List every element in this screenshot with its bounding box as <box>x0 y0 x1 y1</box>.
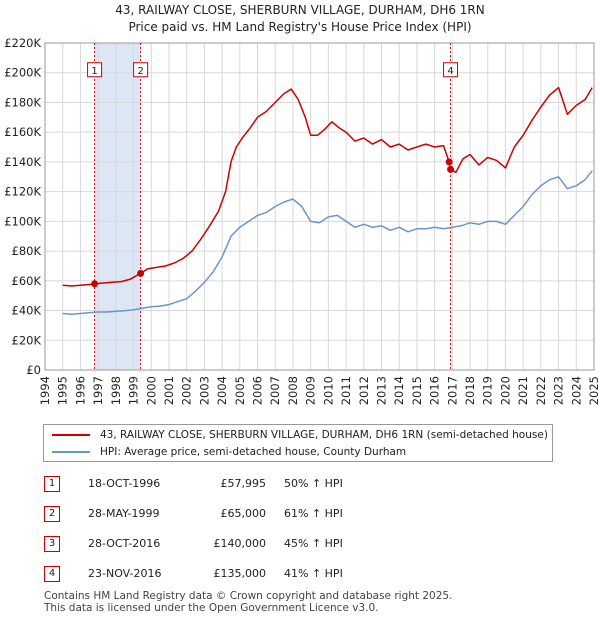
x-tick-label: 2001 <box>162 376 176 405</box>
transaction-number: 3 <box>44 536 60 552</box>
y-tick-label: £40K <box>12 304 42 318</box>
transaction-number: 1 <box>44 476 60 492</box>
x-tick-label: 2002 <box>180 376 194 405</box>
x-tick-label: 2017 <box>445 376 459 405</box>
x-tick-label: 2020 <box>498 376 512 405</box>
x-tick-label: 2016 <box>428 376 442 405</box>
legend-swatch-hpi <box>52 451 90 453</box>
x-tick-label: 2018 <box>463 376 477 405</box>
transaction-price: £135,000 <box>213 567 267 580</box>
x-tick-label: 2024 <box>569 376 583 405</box>
transaction-number: 2 <box>44 506 60 522</box>
y-tick-label: £100K <box>4 214 41 228</box>
chart-subtitle: Price paid vs. HM Land Registry's House … <box>128 20 472 34</box>
x-tick-label: 1998 <box>109 376 123 405</box>
x-tick-label: 2010 <box>321 376 335 405</box>
plot-border <box>44 42 595 371</box>
transaction-date: 18-OCT-1996 <box>88 477 161 490</box>
price-chart: £0 £20K £40K £60K £80K £100K £120K £140K £160K £1… <box>4 36 600 405</box>
x-tick-label: 2019 <box>481 376 495 405</box>
transaction-date: 28-MAY-1999 <box>88 507 160 520</box>
event-marker-box <box>133 62 149 78</box>
legend-label-property: 43, RAILWAY CLOSE, SHERBURN VILLAGE, DUR… <box>100 429 548 441</box>
transaction-number: 4 <box>44 566 60 582</box>
transaction-hpi: 61% ↑ HPI <box>284 507 343 520</box>
transaction-price: £57,995 <box>220 477 267 490</box>
x-tick-label: 2004 <box>215 376 229 405</box>
y-tick-label: £160K <box>4 125 41 139</box>
transaction-date: 23-NOV-2016 <box>88 567 162 580</box>
x-tick-label: 2015 <box>410 376 424 405</box>
transaction-hpi: 41% ↑ HPI <box>284 567 343 580</box>
y-tick-label: £0 <box>26 363 41 377</box>
sale-point <box>445 158 453 166</box>
hpi-line <box>62 170 593 316</box>
y-tick-label: £120K <box>4 185 41 199</box>
x-tick-label: 2021 <box>516 376 530 405</box>
sale-point <box>91 280 99 288</box>
transaction-hpi: 50% ↑ HPI <box>284 477 343 490</box>
footer-copyright: Contains HM Land Registry data © Crown c… <box>44 590 453 602</box>
event-marker-box <box>443 62 459 78</box>
x-tick-label: 1997 <box>91 376 105 405</box>
x-tick-label: 2014 <box>392 376 406 405</box>
y-tick-label: £220K <box>4 36 41 50</box>
sale-point <box>137 269 145 277</box>
x-tick-label: 2008 <box>286 376 300 405</box>
y-tick-label: £60K <box>12 274 42 288</box>
x-tick-label: 2022 <box>534 376 548 405</box>
y-tick-label: £20K <box>12 333 42 347</box>
chart-title: 43, RAILWAY CLOSE, SHERBURN VILLAGE, DUR… <box>115 3 485 17</box>
event-marker-label: 1 <box>91 66 97 77</box>
legend-item-hpi: HPI: Average price, semi-detached house,… <box>52 444 406 460</box>
legend: 43, RAILWAY CLOSE, SHERBURN VILLAGE, DUR… <box>43 424 553 462</box>
x-tick-label: 2003 <box>197 376 211 405</box>
legend-swatch-property <box>52 434 90 436</box>
legend-item-property: 43, RAILWAY CLOSE, SHERBURN VILLAGE, DUR… <box>52 427 548 443</box>
x-tick-label: 2009 <box>304 376 318 405</box>
x-tick-label: 2005 <box>233 376 247 405</box>
event-marker-label: 2 <box>137 66 143 77</box>
x-tick-label: 1994 <box>38 376 52 405</box>
x-tick-label: 1999 <box>127 376 141 405</box>
y-tick-label: £200K <box>4 66 41 80</box>
legend-label-hpi: HPI: Average price, semi-detached house,… <box>100 446 407 458</box>
x-tick-label: 2006 <box>251 376 265 405</box>
y-tick-label: £140K <box>4 155 41 169</box>
x-tick-label: 2025 <box>587 376 600 405</box>
x-tick-label: 2013 <box>374 376 388 405</box>
transaction-price: £140,000 <box>213 537 267 550</box>
x-tick-label: 2007 <box>268 376 282 405</box>
y-tick-label: £80K <box>12 244 42 258</box>
x-tick-label: 1996 <box>73 376 87 405</box>
event-marker-box <box>87 62 103 78</box>
x-tick-label: 2012 <box>357 376 371 405</box>
sale-point <box>447 165 455 173</box>
x-tick-label: 2000 <box>144 376 158 405</box>
transaction-price: £65,000 <box>220 507 267 520</box>
footer-licence: This data is licensed under the Open Gov… <box>44 602 379 614</box>
event-marker-label: 4 <box>447 66 453 77</box>
x-tick-label: 1995 <box>56 376 70 405</box>
x-tick-label: 2011 <box>339 376 353 405</box>
x-tick-label: 2023 <box>552 376 566 405</box>
shaded-period <box>94 43 141 370</box>
property-price-line <box>62 86 593 287</box>
transaction-hpi: 45% ↑ HPI <box>284 537 343 550</box>
y-tick-label: £180K <box>4 95 41 109</box>
transaction-date: 28-OCT-2016 <box>88 537 161 550</box>
